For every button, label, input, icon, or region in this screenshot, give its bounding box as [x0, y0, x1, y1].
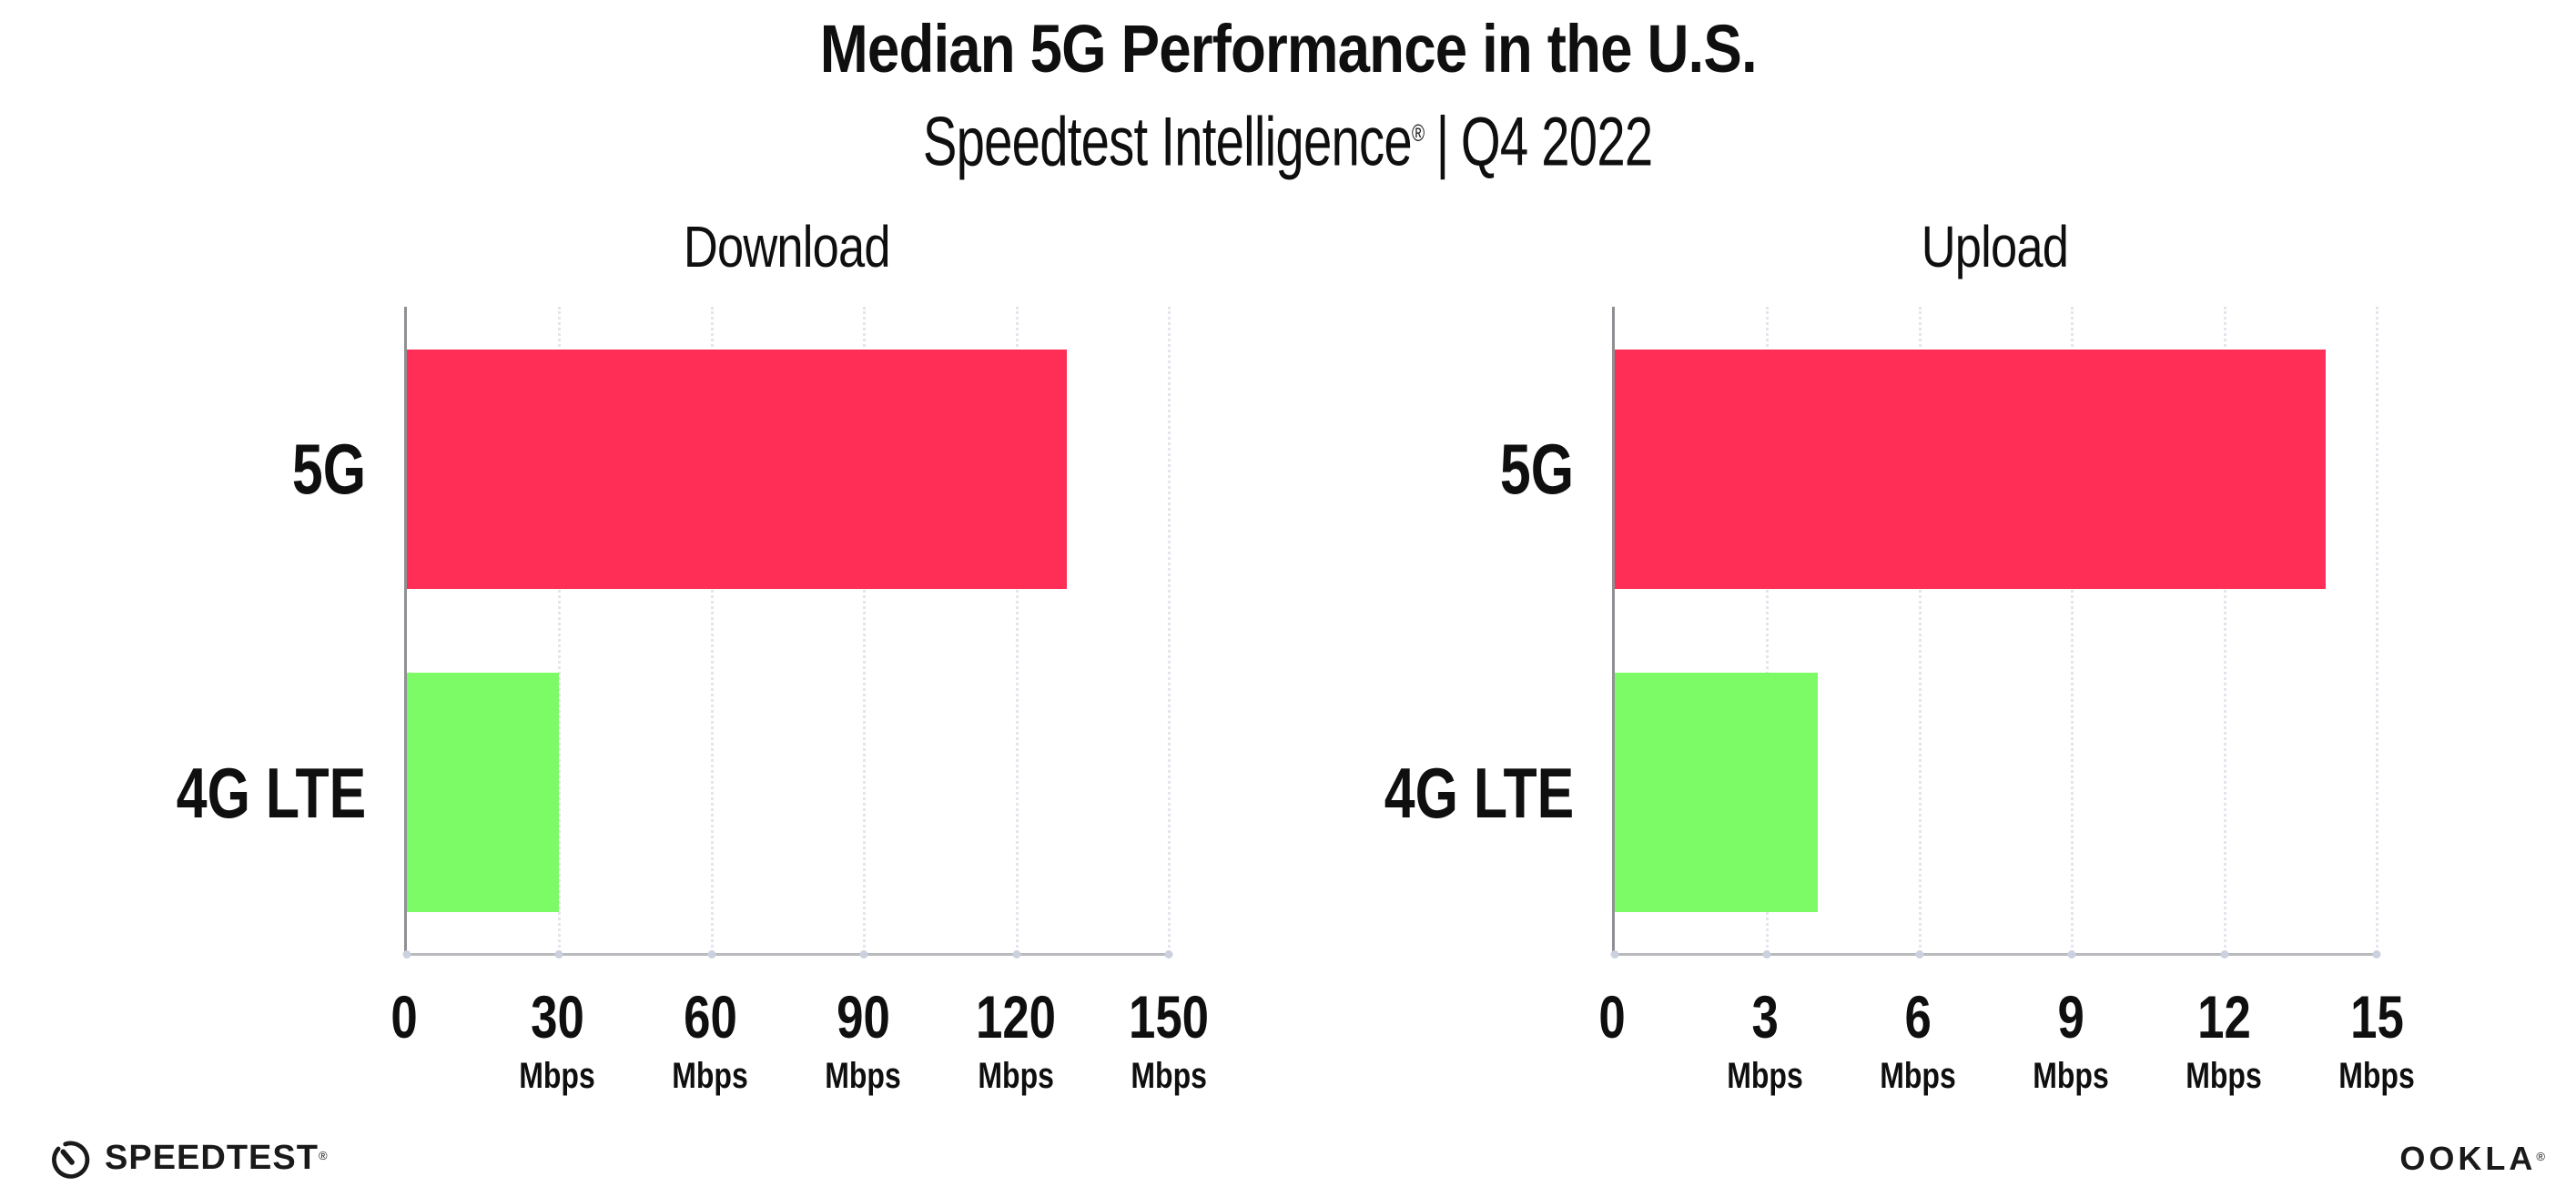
gridline-3: [1766, 307, 1770, 953]
bar-row-4g-lte: [407, 630, 1169, 954]
download-chart: Download 5G 4G LTE 0 30 Mbps 60 Mbps 90 Mbps 12…: [141, 209, 1210, 1141]
speedtest-logo: SPEEDTEST®: [50, 1137, 329, 1181]
ookla-logo-text: OOKLA: [2399, 1140, 2537, 1177]
axis-tick-dot-60: [707, 950, 716, 959]
speedtest-logo-text: SPEEDTEST®: [105, 1139, 329, 1177]
x-tick-unit: Mbps: [2186, 1056, 2262, 1096]
x-tick-value: 120: [975, 983, 1057, 1050]
gridline-30: [558, 307, 562, 953]
axis-tick-dot-3: [1762, 950, 1771, 959]
category-label-5g: 5G: [291, 428, 366, 509]
x-tick-value: 6: [1904, 983, 1932, 1050]
x-tick-value: 9: [2057, 983, 2084, 1050]
download-x-axis-labels: 0 30 Mbps 60 Mbps 90 Mbps 120 Mbps 150 Mbps: [390, 987, 1209, 1141]
x-tick-value: 3: [1751, 983, 1779, 1050]
upload-chart-title: Upload: [1921, 214, 2068, 279]
upload-chart: Upload 5G 4G LTE 0 3 Mbps 6 Mbps 9 Mbps 12 Mbps 1…: [1349, 209, 2415, 1141]
category-label-5g: 5G: [1499, 428, 1574, 509]
speedtest-registered-mark: ®: [318, 1149, 329, 1162]
x-tick-value: 30: [530, 983, 584, 1050]
x-tick-unit: Mbps: [825, 1056, 901, 1096]
axis-tick-dot-120: [1012, 950, 1021, 959]
gridline-120: [1015, 307, 1019, 953]
x-tick-unit: Mbps: [978, 1056, 1054, 1096]
page-title: Median 5G Performance in the U.S.: [819, 11, 1757, 86]
x-tick-unit: Mbps: [672, 1056, 748, 1096]
x-tick-label-3: 3 Mbps: [1718, 987, 1812, 1096]
download-chart-body: 5G 4G LTE: [141, 307, 1173, 959]
gridline-9: [2071, 307, 2074, 953]
registered-mark: ®: [1412, 121, 1425, 147]
gridline-15: [2376, 307, 2378, 953]
x-tick-value: 150: [1128, 983, 1210, 1050]
x-tick-label-90: 90 Mbps: [816, 987, 910, 1096]
x-tick-label-0: 0: [1596, 987, 1629, 1047]
subtitle-period: Q4 2022: [1461, 103, 1653, 181]
x-tick-value: 0: [1598, 983, 1626, 1050]
upload-chart-body: 5G 4G LTE: [1349, 307, 2381, 959]
x-tick-value: 60: [683, 983, 737, 1050]
x-tick-unit: Mbps: [2338, 1056, 2415, 1096]
upload-plot-area: [1610, 307, 2381, 959]
category-label-4g-lte: 4G LTE: [176, 752, 366, 833]
subtitle: Speedtest Intelligence® | Q4 2022: [923, 91, 1653, 185]
gridline-6: [1918, 307, 1922, 953]
x-tick-unit: Mbps: [1131, 1056, 1207, 1096]
x-tick-unit: Mbps: [1727, 1056, 1803, 1096]
axis-tick-dot-0: [1610, 950, 1619, 959]
5g-bar: [407, 349, 1068, 589]
header: Median 5G Performance in the U.S. Speedt…: [0, 7, 2576, 185]
gridline-12: [2223, 307, 2226, 953]
x-tick-label-9: 9 Mbps: [2023, 987, 2118, 1096]
x-tick-label-120: 120 Mbps: [966, 987, 1066, 1096]
x-tick-label-30: 30 Mbps: [510, 987, 604, 1096]
bar-row-4g-lte: [1615, 630, 2377, 954]
x-tick-label-12: 12 Mbps: [2176, 987, 2271, 1096]
x-tick-unit: Mbps: [1880, 1056, 1956, 1096]
4g-lte-bar: [1615, 672, 1819, 912]
x-tick-value: 12: [2196, 983, 2251, 1050]
axis-tick-dot-12: [2220, 950, 2229, 959]
x-tick-label-150: 150 Mbps: [1119, 987, 1219, 1096]
download-plot-area: [402, 307, 1173, 959]
axis-tick-dot-150: [1164, 950, 1173, 959]
axis-tick-dot-15: [2372, 950, 2381, 959]
axis-tick-dot-6: [1915, 950, 1924, 959]
charts-row: Download 5G 4G LTE 0 30 Mbps 60 Mbps 90 Mbps 12…: [0, 209, 2576, 1141]
4g-lte-bar: [407, 672, 560, 912]
bar-row-5g: [407, 307, 1169, 631]
x-tick-label-60: 60 Mbps: [663, 987, 757, 1096]
footer: SPEEDTEST® OOKLA®: [50, 1137, 2549, 1181]
x-tick-value: 90: [836, 983, 890, 1050]
x-tick-unit: Mbps: [519, 1056, 595, 1096]
page-title-row: Median 5G Performance in the U.S.: [0, 7, 2576, 91]
x-tick-value: 0: [390, 983, 418, 1050]
download-chart-title: Download: [683, 214, 891, 279]
axis-tick-dot-90: [859, 950, 868, 959]
upload-y-labels: 5G 4G LTE: [1349, 307, 1612, 956]
bar-row-5g: [1615, 307, 2377, 631]
gridline-150: [1168, 307, 1171, 953]
axis-tick-dot-9: [2067, 950, 2076, 959]
ookla-registered-mark: ®: [2536, 1150, 2549, 1163]
download-y-labels: 5G 4G LTE: [141, 307, 404, 956]
gridline-60: [710, 307, 714, 953]
ookla-logo: OOKLA®: [2399, 1141, 2549, 1177]
subtitle-separator: |: [1436, 103, 1450, 181]
subtitle-brand: Speedtest Intelligence: [923, 103, 1413, 181]
subtitle-row: Speedtest Intelligence® | Q4 2022: [0, 91, 2576, 185]
axis-tick-dot-30: [554, 950, 563, 959]
category-label-4g-lte: 4G LTE: [1384, 752, 1574, 833]
speedtest-gauge-icon: [52, 1141, 90, 1179]
gridline-90: [863, 307, 867, 953]
x-tick-unit: Mbps: [2033, 1056, 2109, 1096]
x-tick-value: 15: [2349, 983, 2404, 1050]
x-tick-label-0: 0: [388, 987, 421, 1047]
x-tick-label-15: 15 Mbps: [2329, 987, 2424, 1096]
x-tick-label-6: 6 Mbps: [1871, 987, 1965, 1096]
axis-tick-dot-0: [402, 950, 411, 959]
upload-x-axis-labels: 0 3 Mbps 6 Mbps 9 Mbps 12 Mbps 15 Mbps: [1598, 987, 2414, 1141]
5g-bar: [1615, 349, 2327, 589]
